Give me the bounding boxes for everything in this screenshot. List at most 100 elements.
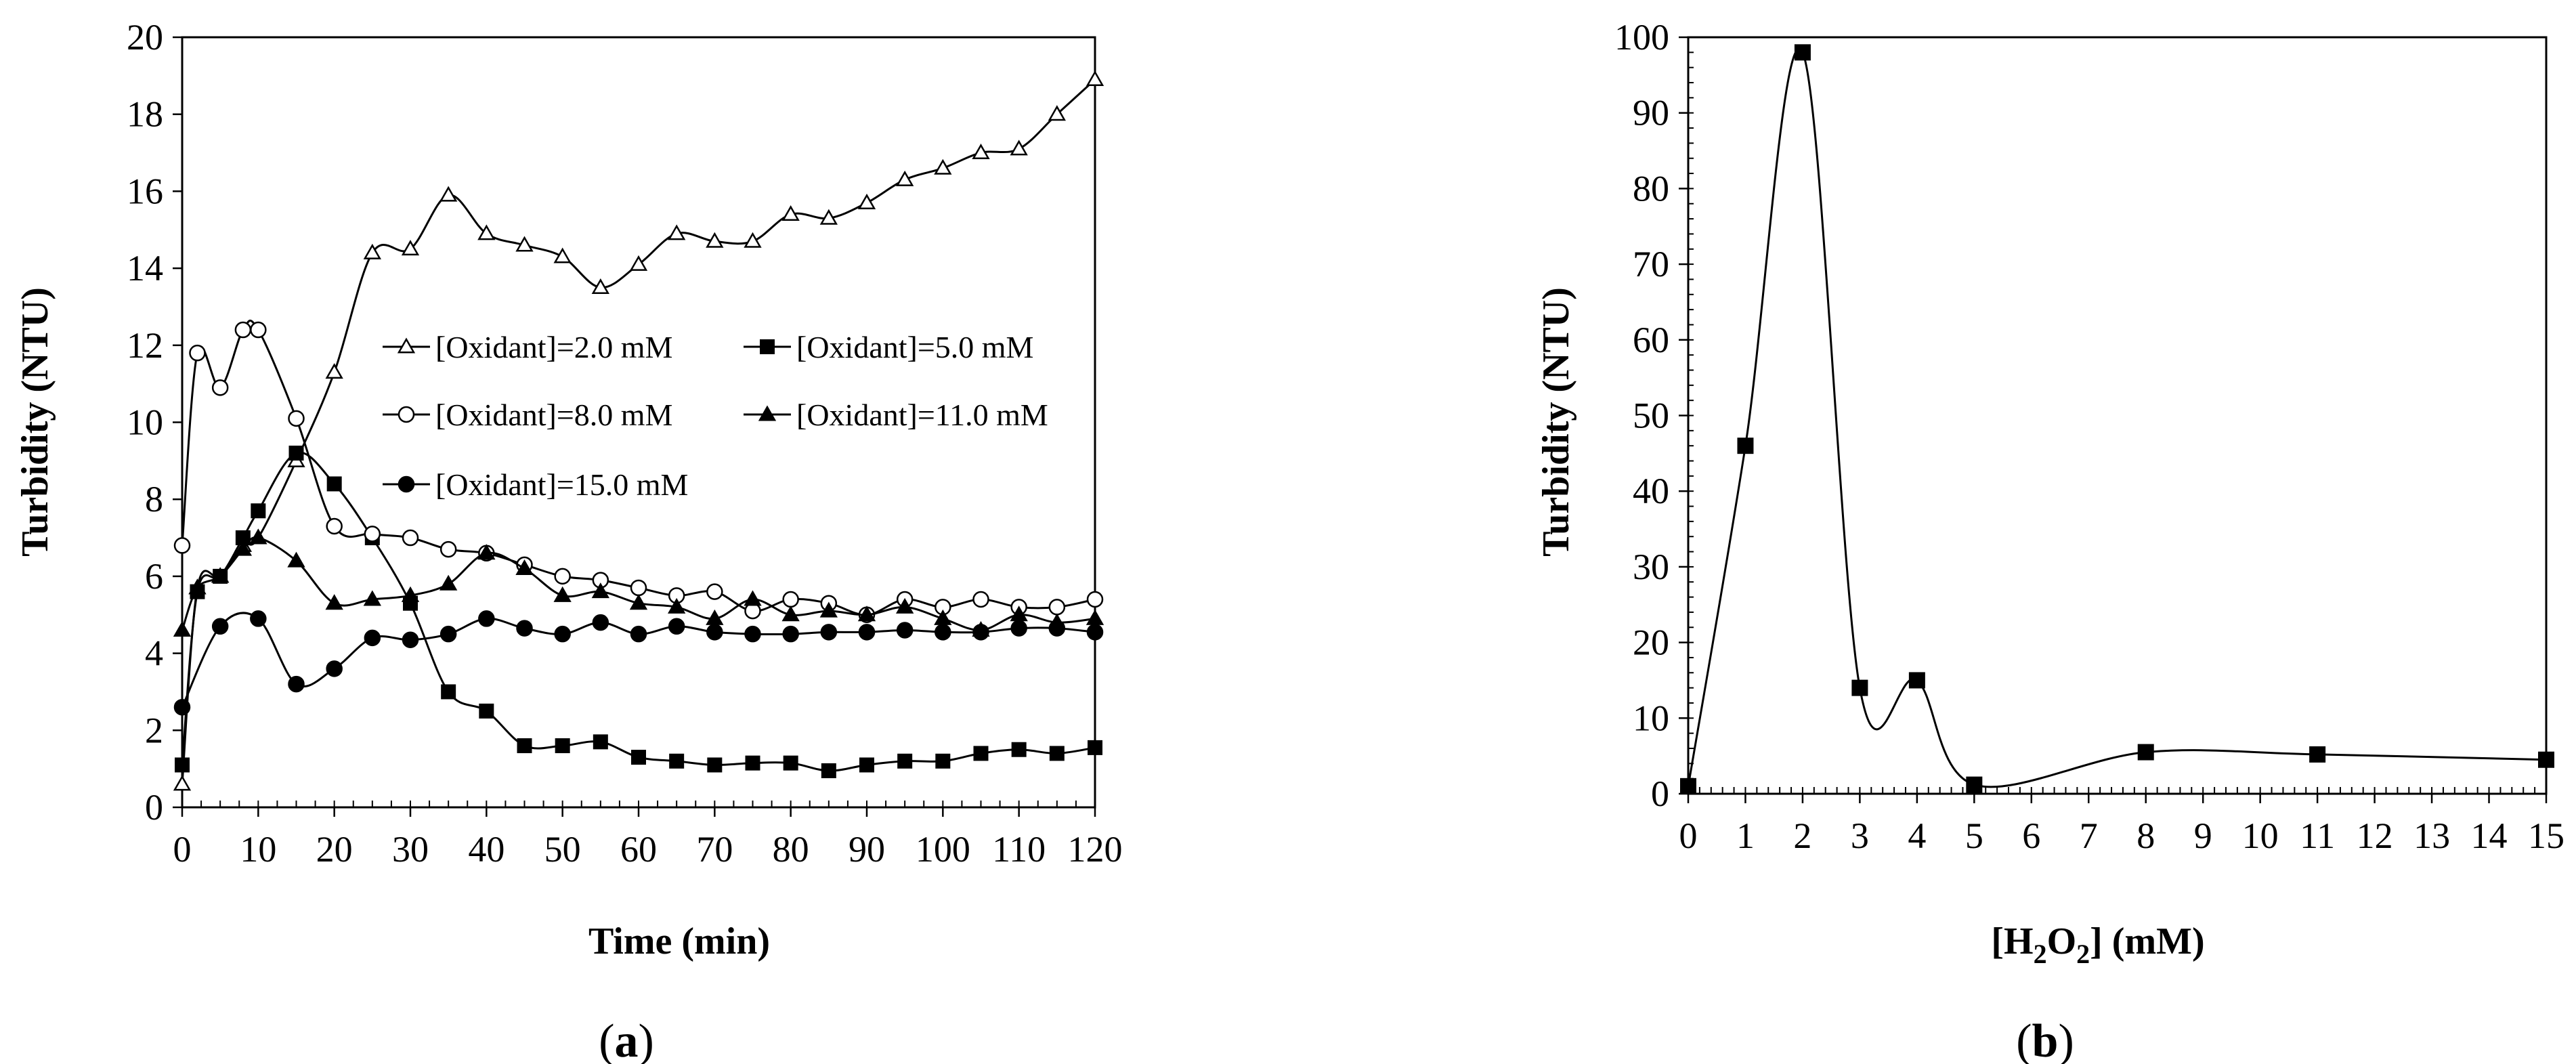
x-tick-label: 5 (1965, 815, 1983, 856)
data-point (2309, 746, 2326, 763)
data-point (1088, 740, 1102, 755)
data-point (668, 618, 685, 635)
data-point (234, 321, 252, 339)
data-point (819, 601, 838, 618)
legend-marker (397, 337, 416, 354)
data-point (744, 232, 762, 248)
series-line-0 (1687, 47, 2547, 788)
x-tick-label: 3 (1851, 815, 1869, 856)
data-point (250, 321, 267, 339)
y-tick-label: 80 (1633, 168, 1669, 209)
data-point (175, 757, 190, 773)
data-point (592, 614, 609, 631)
data-point (211, 618, 229, 635)
data-point (364, 629, 381, 647)
x-tick-label: 80 (773, 829, 809, 870)
data-point (326, 517, 343, 535)
data-point (820, 624, 838, 641)
y-tick-label: 10 (1633, 698, 1669, 738)
data-point (2538, 751, 2554, 768)
data-point (173, 620, 192, 637)
x-tick-label: 70 (696, 829, 733, 870)
data-point (516, 620, 533, 637)
x-tick-label: 20 (316, 829, 353, 870)
data-point (1048, 620, 1066, 637)
data-point (211, 567, 230, 583)
data-point (783, 755, 798, 771)
data-point (517, 738, 532, 754)
y-tick-label: 70 (1633, 244, 1669, 284)
legend-item-2: [Oxidant]=8.0 mM (383, 398, 672, 432)
data-point (173, 698, 191, 716)
data-point (555, 738, 570, 754)
legend-label: [Oxidant]=8.0 mM (435, 398, 672, 432)
data-point (1851, 679, 1868, 696)
y-tick-label: 6 (145, 556, 163, 597)
data-point (287, 551, 305, 568)
data-point (1011, 742, 1027, 757)
x-tick-label: 40 (468, 829, 505, 870)
x-tick-label: 0 (1679, 815, 1698, 856)
data-point (211, 379, 229, 396)
data-point (326, 660, 343, 677)
y-tick-label: 10 (127, 402, 163, 443)
data-point (897, 753, 913, 769)
x-tick-label: 7 (2080, 815, 2098, 856)
data-point (251, 503, 266, 519)
y-tick-label: 90 (1633, 93, 1669, 133)
x-tick-label: 10 (240, 829, 276, 870)
data-point (707, 757, 723, 773)
data-point (972, 591, 989, 608)
data-point (706, 232, 724, 248)
panel-b-x-axis-title: [H2O2] (mM) (1991, 920, 2204, 969)
data-point (477, 544, 496, 560)
y-tick-label: 50 (1633, 396, 1669, 436)
data-point (1010, 140, 1028, 156)
panel-a-label: (a) (599, 1015, 654, 1064)
panel-b-y-axis-title: Turbidity (NTU) (1535, 287, 1577, 557)
data-point (402, 631, 419, 648)
data-point (1086, 624, 1104, 641)
data-point (1048, 105, 1066, 121)
data-point (515, 236, 534, 252)
data-point (553, 247, 572, 263)
legend-marker (398, 406, 415, 423)
data-point (781, 605, 800, 622)
x-tick-label: 110 (992, 829, 1046, 870)
data-point (668, 597, 686, 614)
legend-marker (758, 405, 777, 421)
data-point (173, 537, 191, 554)
x-tick-label: 50 (544, 829, 581, 870)
data-point (630, 625, 647, 643)
data-point (554, 625, 571, 643)
data-point (972, 144, 990, 160)
legend-marker (760, 339, 775, 354)
x-tick-label: 120 (1068, 829, 1123, 870)
data-point (858, 624, 876, 641)
data-point (973, 746, 989, 761)
y-tick-label: 20 (127, 17, 163, 58)
data-point (1737, 438, 1754, 454)
y-tick-label: 12 (127, 325, 163, 366)
legend-item-0: [Oxidant]=2.0 mM (383, 330, 672, 364)
panel-b-letter: b (2032, 1015, 2059, 1064)
data-point (188, 578, 207, 595)
x-tick-label: 8 (2137, 815, 2155, 856)
data-point (629, 255, 648, 271)
x-tick-label: 90 (849, 829, 885, 870)
data-point (972, 624, 989, 641)
data-point (857, 193, 876, 209)
data-point (896, 597, 914, 614)
panel-a-x-axis-title: Time (min) (588, 920, 770, 962)
data-point (1680, 778, 1696, 794)
y-tick-label: 0 (145, 787, 163, 828)
panel-b-y-ticks: 0 10 20 30 40 50 60 70 80 90 100 (1614, 17, 1694, 814)
data-point (515, 559, 534, 576)
data-point (745, 755, 760, 771)
x-tick-label: 1 (1736, 815, 1755, 856)
y-tick-label: 16 (127, 171, 163, 211)
data-point (593, 734, 608, 750)
data-point (363, 590, 381, 606)
data-point (1086, 591, 1104, 608)
